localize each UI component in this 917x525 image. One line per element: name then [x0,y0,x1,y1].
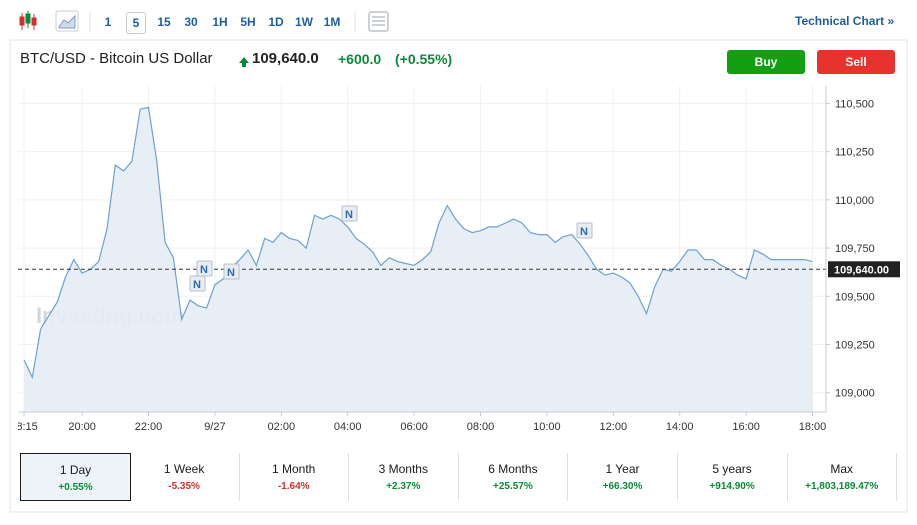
period-label: 6 Months [488,462,538,476]
x-tick-label: 08:00 [467,421,495,433]
labels: 109,000 109,250 109,500 109,750 110,000 110,2… [10,98,900,433]
news-marker[interactable] [576,222,593,239]
period-label: 1 Week [163,462,205,476]
period-change: +0.55% [58,482,93,493]
timeframe-button[interactable]: 1D [268,15,284,29]
x-tick-label: 20:00 [68,421,96,433]
area [24,107,813,413]
line [23,106,813,380]
y-tick-label: 109,000 [835,388,875,400]
y-tick-label: 110,500 [835,98,874,110]
x-tick-label: 14:00 [666,421,694,433]
buy-button[interactable]: Buy [727,50,805,74]
current-price-box [828,261,900,278]
period-tab[interactable]: 1 Week -5.35% [130,453,240,501]
up-arrow [239,57,249,67]
symbol: BTC/USD - Bitcoin US Dollar [20,50,213,67]
period-tab[interactable]: 3 Months +2.37% [349,453,459,501]
y-tick-label: 110,000 [835,195,874,207]
timeframe-button[interactable]: 15 [157,15,171,29]
period-tab[interactable]: 1 Year +66.30% [568,453,678,501]
y-tick-label: 110,250 [835,147,874,159]
period-tab[interactable]: 6 Months +25.57% [458,453,569,501]
price: 109,640.0 [252,50,319,67]
period-label: 1 Day [59,463,92,477]
period-tab[interactable]: 5 years +914.90% [678,453,788,501]
x-tick-label: 22:00 [135,421,163,433]
period-change: +914.90% [709,481,755,492]
period-label: Max [830,462,854,476]
x-tick-label: 9/27 [204,421,225,433]
y-tick-label: 109,250 [835,340,875,352]
timeframe-button[interactable]: 1 [104,15,112,29]
x-tick-label: 10:00 [533,421,561,433]
plot: Investing.com [18,106,826,413]
timeframe-button[interactable]: 1H [212,15,228,29]
period-label: 1 Month [272,462,316,476]
news-marker[interactable] [223,263,240,280]
timeframe-button[interactable]: 1W [295,15,313,29]
timeframe-button[interactable]: 30 [184,15,198,29]
change-pct: (+0.55%) [395,51,453,67]
timeframe-button[interactable]: 1M [323,15,341,29]
news-marker[interactable] [341,205,358,222]
period-label: 3 Months [378,462,428,476]
x-tick-label: 18:00 [799,421,827,433]
period-change: -5.35% [168,481,200,492]
timeframe-button[interactable]: 5H [240,15,256,29]
x-tick-label: 06:00 [400,421,428,433]
area-icon [58,14,76,29]
period-change: +2.37% [386,481,421,492]
period-change: +66.30% [602,481,643,492]
period-change: -1.64% [277,481,310,492]
news-marker-label: N [580,226,588,238]
period-tab[interactable]: 1 Month -1.64% [239,453,350,501]
x-tick-label: 04:00 [334,421,362,433]
news-marker-label: N [227,267,235,279]
period-label: 1 Year [605,462,640,476]
sell-button[interactable]: Sell [817,50,895,74]
timeframe-button[interactable]: 5 [126,12,146,34]
period-tab[interactable]: Max +1,803,189.47% [787,453,898,501]
news-marker-label: N [193,279,201,291]
x-tick-label: 16:00 [732,421,760,433]
current-price-label: 109,640.00 [834,264,889,276]
x-tick-label: 02:00 [268,421,296,433]
change: +600.0 [338,51,382,67]
news-marker-label: N [345,209,353,221]
technical-chart-link[interactable]: Technical Chart » [795,14,895,28]
x-tick-label: 18:15 [10,421,38,433]
period-change: +1,803,189.47% [805,481,879,492]
period-tab[interactable]: 1 Day +0.55% [20,453,131,501]
x-tick-label: 12:00 [600,421,628,433]
period-label: 5 years [712,462,752,476]
period-change: +25.57% [493,481,533,492]
y-tick-label: 109,750 [835,243,875,255]
candle-icon [19,11,37,30]
y-tick-label: 109,500 [835,291,875,303]
news-marker[interactable] [189,275,206,292]
news-marker-label: N [200,264,208,276]
